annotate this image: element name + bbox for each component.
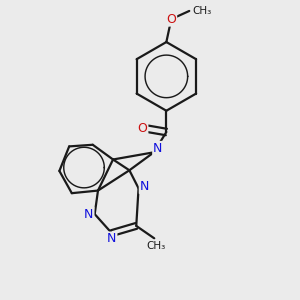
- Text: O: O: [137, 122, 147, 135]
- Text: N: N: [107, 232, 116, 245]
- Text: N: N: [84, 208, 94, 220]
- Text: CH₃: CH₃: [146, 241, 166, 250]
- Text: CH₃: CH₃: [192, 6, 211, 16]
- Text: O: O: [166, 13, 176, 26]
- Text: N: N: [140, 180, 149, 193]
- Text: N: N: [153, 142, 163, 155]
